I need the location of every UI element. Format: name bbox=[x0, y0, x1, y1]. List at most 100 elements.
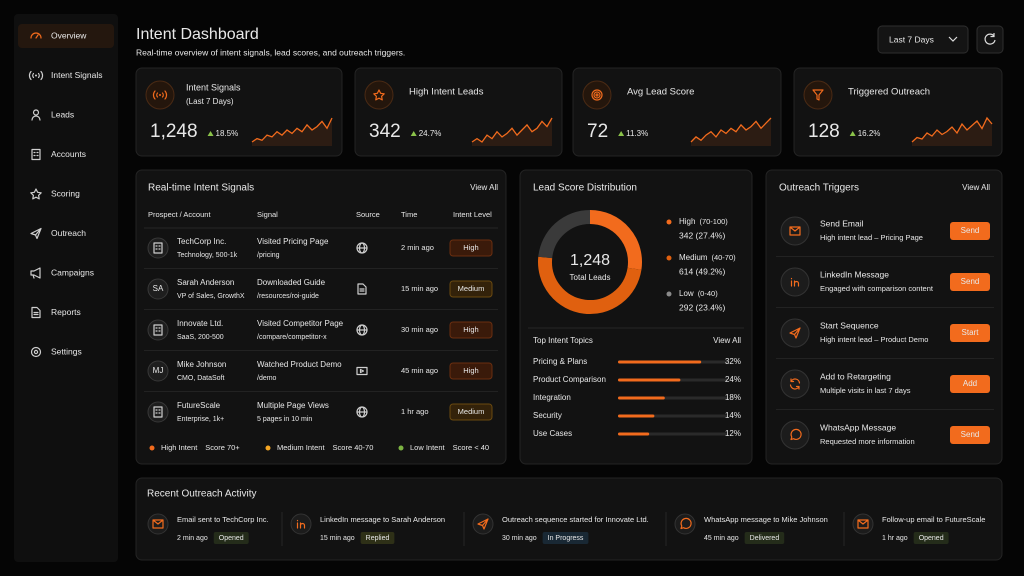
activity-panel bbox=[135, 477, 1003, 561]
segment-range: (0-40) bbox=[698, 289, 719, 298]
prospect-detail: CMO, DataSoft bbox=[177, 375, 225, 382]
intent-tag bbox=[449, 321, 493, 339]
action-label[interactable]: Send bbox=[961, 277, 980, 286]
intent-tag bbox=[449, 403, 493, 421]
dropdown-caret bbox=[948, 36, 958, 42]
donut-segment bbox=[538, 210, 591, 259]
trigger-detail: Multiple visits in last 7 days bbox=[820, 386, 911, 395]
action-label[interactable]: Send bbox=[961, 430, 980, 439]
nav-item[interactable]: Scoring bbox=[51, 188, 80, 198]
column-header: Source bbox=[356, 210, 380, 219]
topic-bar bbox=[618, 414, 655, 418]
trigger-title: WhatsApp Message bbox=[820, 422, 896, 432]
intent-tag bbox=[449, 280, 493, 298]
intent-level: High bbox=[463, 243, 478, 252]
intent-tag bbox=[449, 362, 493, 380]
status-tag bbox=[744, 532, 785, 544]
nav-item[interactable]: Leads bbox=[51, 109, 74, 119]
sparkline bbox=[251, 117, 333, 143]
signal-time: 30 min ago bbox=[401, 325, 438, 334]
icon bbox=[30, 32, 42, 39]
view-all-link[interactable]: View All bbox=[962, 183, 990, 192]
prospect-detail: SaaS, 200-500 bbox=[177, 334, 224, 341]
icon bbox=[477, 518, 489, 530]
legend-dot bbox=[666, 219, 672, 225]
trigger-detail: Requested more information bbox=[820, 437, 915, 446]
trigger-detail: High intent lead – Product Demo bbox=[820, 335, 928, 344]
trigger-detail: Engaged with comparison content bbox=[820, 284, 934, 293]
kpi-value: 72 bbox=[587, 121, 608, 142]
icon bbox=[296, 519, 306, 529]
action-button[interactable] bbox=[950, 375, 990, 393]
sparkline bbox=[690, 117, 772, 143]
topic-name: Pricing & Plans bbox=[533, 357, 587, 366]
sparkline-area bbox=[252, 118, 332, 146]
nav-item[interactable]: Intent Signals bbox=[51, 70, 103, 80]
action-label[interactable]: Send bbox=[961, 226, 980, 235]
kpi-card bbox=[354, 67, 563, 157]
nav-item[interactable]: Campaigns bbox=[51, 267, 94, 277]
nav-item[interactable]: Outreach bbox=[51, 228, 86, 238]
page-title: Intent Dashboard bbox=[136, 26, 259, 43]
signal-path: /demo bbox=[257, 375, 277, 382]
signal-name: Multiple Page Views bbox=[257, 401, 329, 410]
activity-status: Delivered bbox=[750, 535, 780, 542]
signal-path: /resources/roi-guide bbox=[257, 293, 319, 300]
activity-text: WhatsApp message to Mike Johnson bbox=[704, 515, 828, 524]
topic-name: Use Cases bbox=[533, 429, 572, 438]
topic-value: 24% bbox=[725, 375, 741, 384]
legend-range: Score < 40 bbox=[453, 443, 489, 452]
icon bbox=[31, 148, 41, 161]
panel-title: Real-time Intent Signals bbox=[148, 183, 254, 194]
activity-text: LinkedIn message to Sarah Anderson bbox=[320, 515, 445, 524]
kpi-title: Triggered Outreach bbox=[848, 87, 930, 98]
trigger-icon-bg bbox=[780, 420, 810, 450]
signal-path: /compare/competitor-x bbox=[257, 334, 327, 341]
icon bbox=[31, 306, 41, 319]
action-button[interactable] bbox=[950, 222, 990, 240]
action-button[interactable] bbox=[950, 426, 990, 444]
nav-item[interactable]: Settings bbox=[51, 346, 82, 356]
trend-up-icon bbox=[849, 131, 856, 136]
column-header: Intent Level bbox=[453, 210, 492, 219]
legend-dot bbox=[265, 445, 271, 451]
signal-time: 15 min ago bbox=[401, 284, 438, 293]
action-button[interactable] bbox=[950, 273, 990, 291]
date-range[interactable]: Last 7 Days bbox=[889, 34, 934, 44]
legend-label: High Intent bbox=[161, 443, 198, 452]
icon bbox=[30, 188, 42, 200]
row-avatar bbox=[147, 319, 169, 341]
avatar-initials: SA bbox=[153, 284, 164, 293]
action-button[interactable] bbox=[950, 324, 990, 342]
page-subtitle: Real-time overview of intent signals, le… bbox=[136, 47, 405, 57]
icon bbox=[373, 89, 385, 101]
icon bbox=[356, 242, 368, 254]
kpi-title: High Intent Leads bbox=[409, 87, 484, 98]
column-header: Prospect / Account bbox=[148, 210, 211, 219]
refresh-icon bbox=[984, 33, 996, 45]
intent-level: High bbox=[463, 366, 478, 375]
date-dropdown[interactable] bbox=[877, 25, 969, 54]
refresh-button[interactable] bbox=[976, 25, 1004, 54]
activity-time: 15 min ago bbox=[320, 535, 355, 542]
legend-range: Score 40-70 bbox=[333, 443, 374, 452]
status-tag bbox=[360, 532, 395, 544]
segment-value: 614 (49.2%) bbox=[679, 266, 725, 276]
action-label[interactable]: Start bbox=[962, 328, 980, 337]
intent-level: Medium bbox=[458, 284, 485, 293]
nav-item[interactable]: Overview bbox=[51, 30, 87, 40]
trend-up-icon bbox=[618, 131, 625, 136]
view-all-link[interactable]: View All bbox=[470, 183, 498, 192]
nav-item[interactable]: Reports bbox=[51, 307, 81, 317]
action-label[interactable]: Add bbox=[963, 379, 977, 388]
section-title: Top Intent Topics bbox=[533, 336, 593, 345]
donut-caption: Total Leads bbox=[570, 273, 611, 282]
view-all-link[interactable]: View All bbox=[713, 336, 741, 345]
icon bbox=[591, 89, 603, 101]
icon bbox=[857, 519, 869, 529]
activity-time: 2 min ago bbox=[177, 535, 208, 542]
nav-item[interactable]: Accounts bbox=[51, 149, 86, 159]
activity-time: 45 min ago bbox=[704, 535, 739, 542]
icon bbox=[152, 519, 164, 529]
